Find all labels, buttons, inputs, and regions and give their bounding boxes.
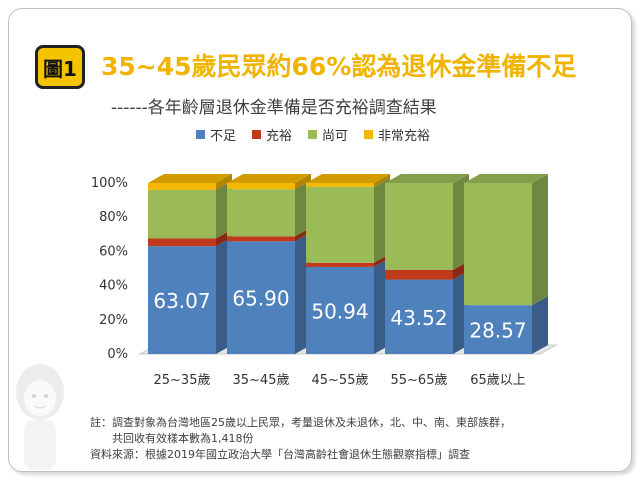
bar-segment-2-3 — [306, 183, 374, 187]
bar-side-1-3 — [295, 174, 311, 190]
data-label: 43.52 — [390, 306, 447, 330]
bar-segment-0-1 — [148, 238, 216, 247]
legend-item-0: 不足 — [196, 125, 236, 144]
legend-label-2: 尚可 — [322, 129, 349, 144]
data-label: 63.07 — [153, 289, 210, 313]
chart-legend: 不足 充裕 尚可 非常充裕 — [196, 125, 430, 144]
bar-segment-3-0 — [385, 279, 453, 354]
bar-top-3 — [385, 174, 469, 183]
mascot-illustration — [16, 364, 64, 470]
x-tick-label: 55~65歲 — [391, 373, 448, 388]
note-line-2: 共回收有效樣本數為1,418份 — [112, 432, 254, 445]
y-tick-label: 100% — [91, 176, 128, 191]
bar-side-4-0 — [532, 296, 548, 354]
bar-segment-0-3 — [148, 183, 216, 190]
bar-segment-4-2 — [464, 183, 532, 306]
bar-segment-2-0 — [306, 266, 374, 354]
legend-swatch-1 — [252, 130, 262, 139]
bar-top-4 — [464, 174, 548, 183]
x-tick-label: 35~45歲 — [233, 373, 290, 388]
x-tick-label: 25~35歲 — [154, 373, 211, 388]
x-tick-label: 65歲以上 — [470, 373, 526, 388]
legend-label-1: 充裕 — [266, 129, 293, 144]
bar-segment-4-0 — [464, 305, 532, 354]
headline-subtitle: ------各年齡層退休金準備是否充裕調查結果 — [111, 98, 437, 118]
bar-segment-0-2 — [148, 189, 216, 239]
legend-item-3: 非常充裕 — [364, 125, 430, 144]
y-tick-label: 60% — [99, 244, 128, 259]
note-line-1: 註：調查對象為台灣地區25歲以上民眾，考量退休及未退休，北、中、南、東部族群， — [90, 416, 511, 429]
y-tick-label: 0% — [107, 347, 128, 362]
bar-segment-2-1 — [306, 262, 374, 267]
source-line: 資料來源：根據2019年國立政治大學「台灣高齡社會退休生態觀察指標」調查 — [90, 448, 470, 461]
bar-side-0-3 — [216, 174, 232, 190]
bar-segment-1-1 — [227, 236, 295, 242]
legend-label-0: 不足 — [210, 129, 237, 144]
legend-swatch-0 — [196, 130, 205, 139]
data-label: 28.57 — [469, 319, 526, 343]
bar-segment-1-0 — [227, 241, 295, 354]
figure-badge: 圖1 — [35, 45, 85, 89]
y-tick-label: 80% — [99, 210, 128, 225]
legend-label-3: 非常充裕 — [378, 129, 431, 144]
bar-segment-1-2 — [227, 189, 295, 237]
bar-top-0 — [148, 174, 232, 183]
legend-swatch-3 — [364, 130, 374, 139]
bar-side-4-2 — [532, 174, 548, 306]
bar-top-1 — [227, 174, 311, 183]
bar-segment-0-0 — [148, 246, 216, 354]
legend-item-2: 尚可 — [308, 125, 348, 144]
bar-segment-3-2 — [385, 183, 453, 271]
data-label: 50.94 — [311, 299, 368, 323]
legend-swatch-2 — [308, 130, 318, 139]
bar-side-2-3 — [374, 174, 390, 187]
legend-item-1: 充裕 — [252, 125, 292, 144]
bar-segment-2-2 — [306, 186, 374, 263]
y-tick-label: 40% — [99, 279, 128, 294]
bar-top-2 — [306, 174, 390, 183]
data-label: 65.90 — [232, 287, 289, 311]
bar-segment-3-1 — [385, 270, 453, 280]
headline-title: 35~45歲民眾約66%認為退休金準備不足 — [101, 52, 577, 81]
x-tick-label: 45~55歲 — [312, 373, 369, 388]
bar-segment-1-3 — [227, 183, 295, 190]
y-tick-label: 20% — [99, 313, 128, 328]
